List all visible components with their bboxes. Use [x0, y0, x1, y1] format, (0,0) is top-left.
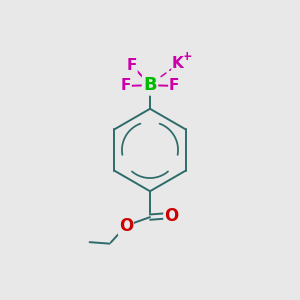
Text: O: O — [119, 217, 133, 235]
Text: K: K — [172, 56, 184, 70]
Text: +: + — [182, 50, 192, 63]
Text: O: O — [164, 207, 178, 225]
Text: F: F — [169, 78, 179, 93]
Text: F: F — [121, 78, 131, 93]
Text: F: F — [127, 58, 137, 73]
Text: B: B — [143, 76, 157, 94]
